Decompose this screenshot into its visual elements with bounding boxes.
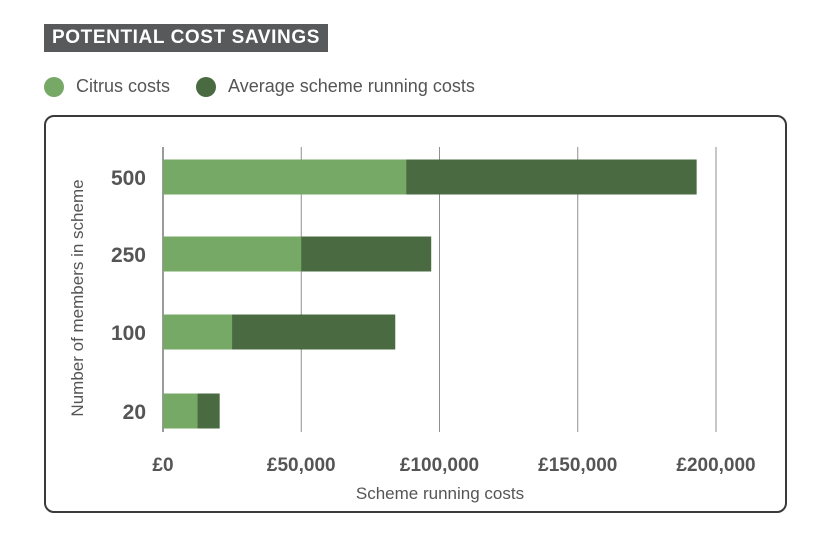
chart-legend: Citrus costs Average scheme running cost… [44, 76, 501, 97]
x-tick-label: £0 [152, 455, 173, 476]
y-category-label: 20 [123, 401, 146, 424]
x-tick-label: £200,000 [676, 455, 755, 476]
legend-item-average: Average scheme running costs [196, 76, 475, 97]
bar-citrus-costs [163, 314, 233, 350]
legend-swatch-average [196, 76, 217, 97]
y-category-label: 250 [111, 244, 146, 267]
x-tick-label: £50,000 [267, 455, 336, 476]
chart-title-banner: POTENTIAL COST SAVINGS [44, 24, 328, 52]
bar-citrus-costs [163, 393, 198, 429]
x-axis-title: Scheme running costs [356, 484, 524, 503]
bar-citrus-costs [163, 236, 302, 272]
y-category-label: 500 [111, 167, 146, 190]
y-category-label: 100 [111, 322, 146, 345]
bar-citrus-costs [163, 159, 407, 195]
legend-label-average: Average scheme running costs [228, 76, 475, 96]
legend-swatch-citrus [44, 76, 64, 97]
chart-title: POTENTIAL COST SAVINGS [52, 27, 320, 48]
x-tick-label: £100,000 [400, 455, 479, 476]
legend-item-citrus: Citrus costs [44, 76, 170, 97]
x-tick-label: £150,000 [538, 455, 617, 476]
y-axis-title: Number of members in scheme [68, 179, 87, 416]
chart-frame [44, 115, 787, 513]
legend-label-citrus: Citrus costs [76, 76, 171, 96]
